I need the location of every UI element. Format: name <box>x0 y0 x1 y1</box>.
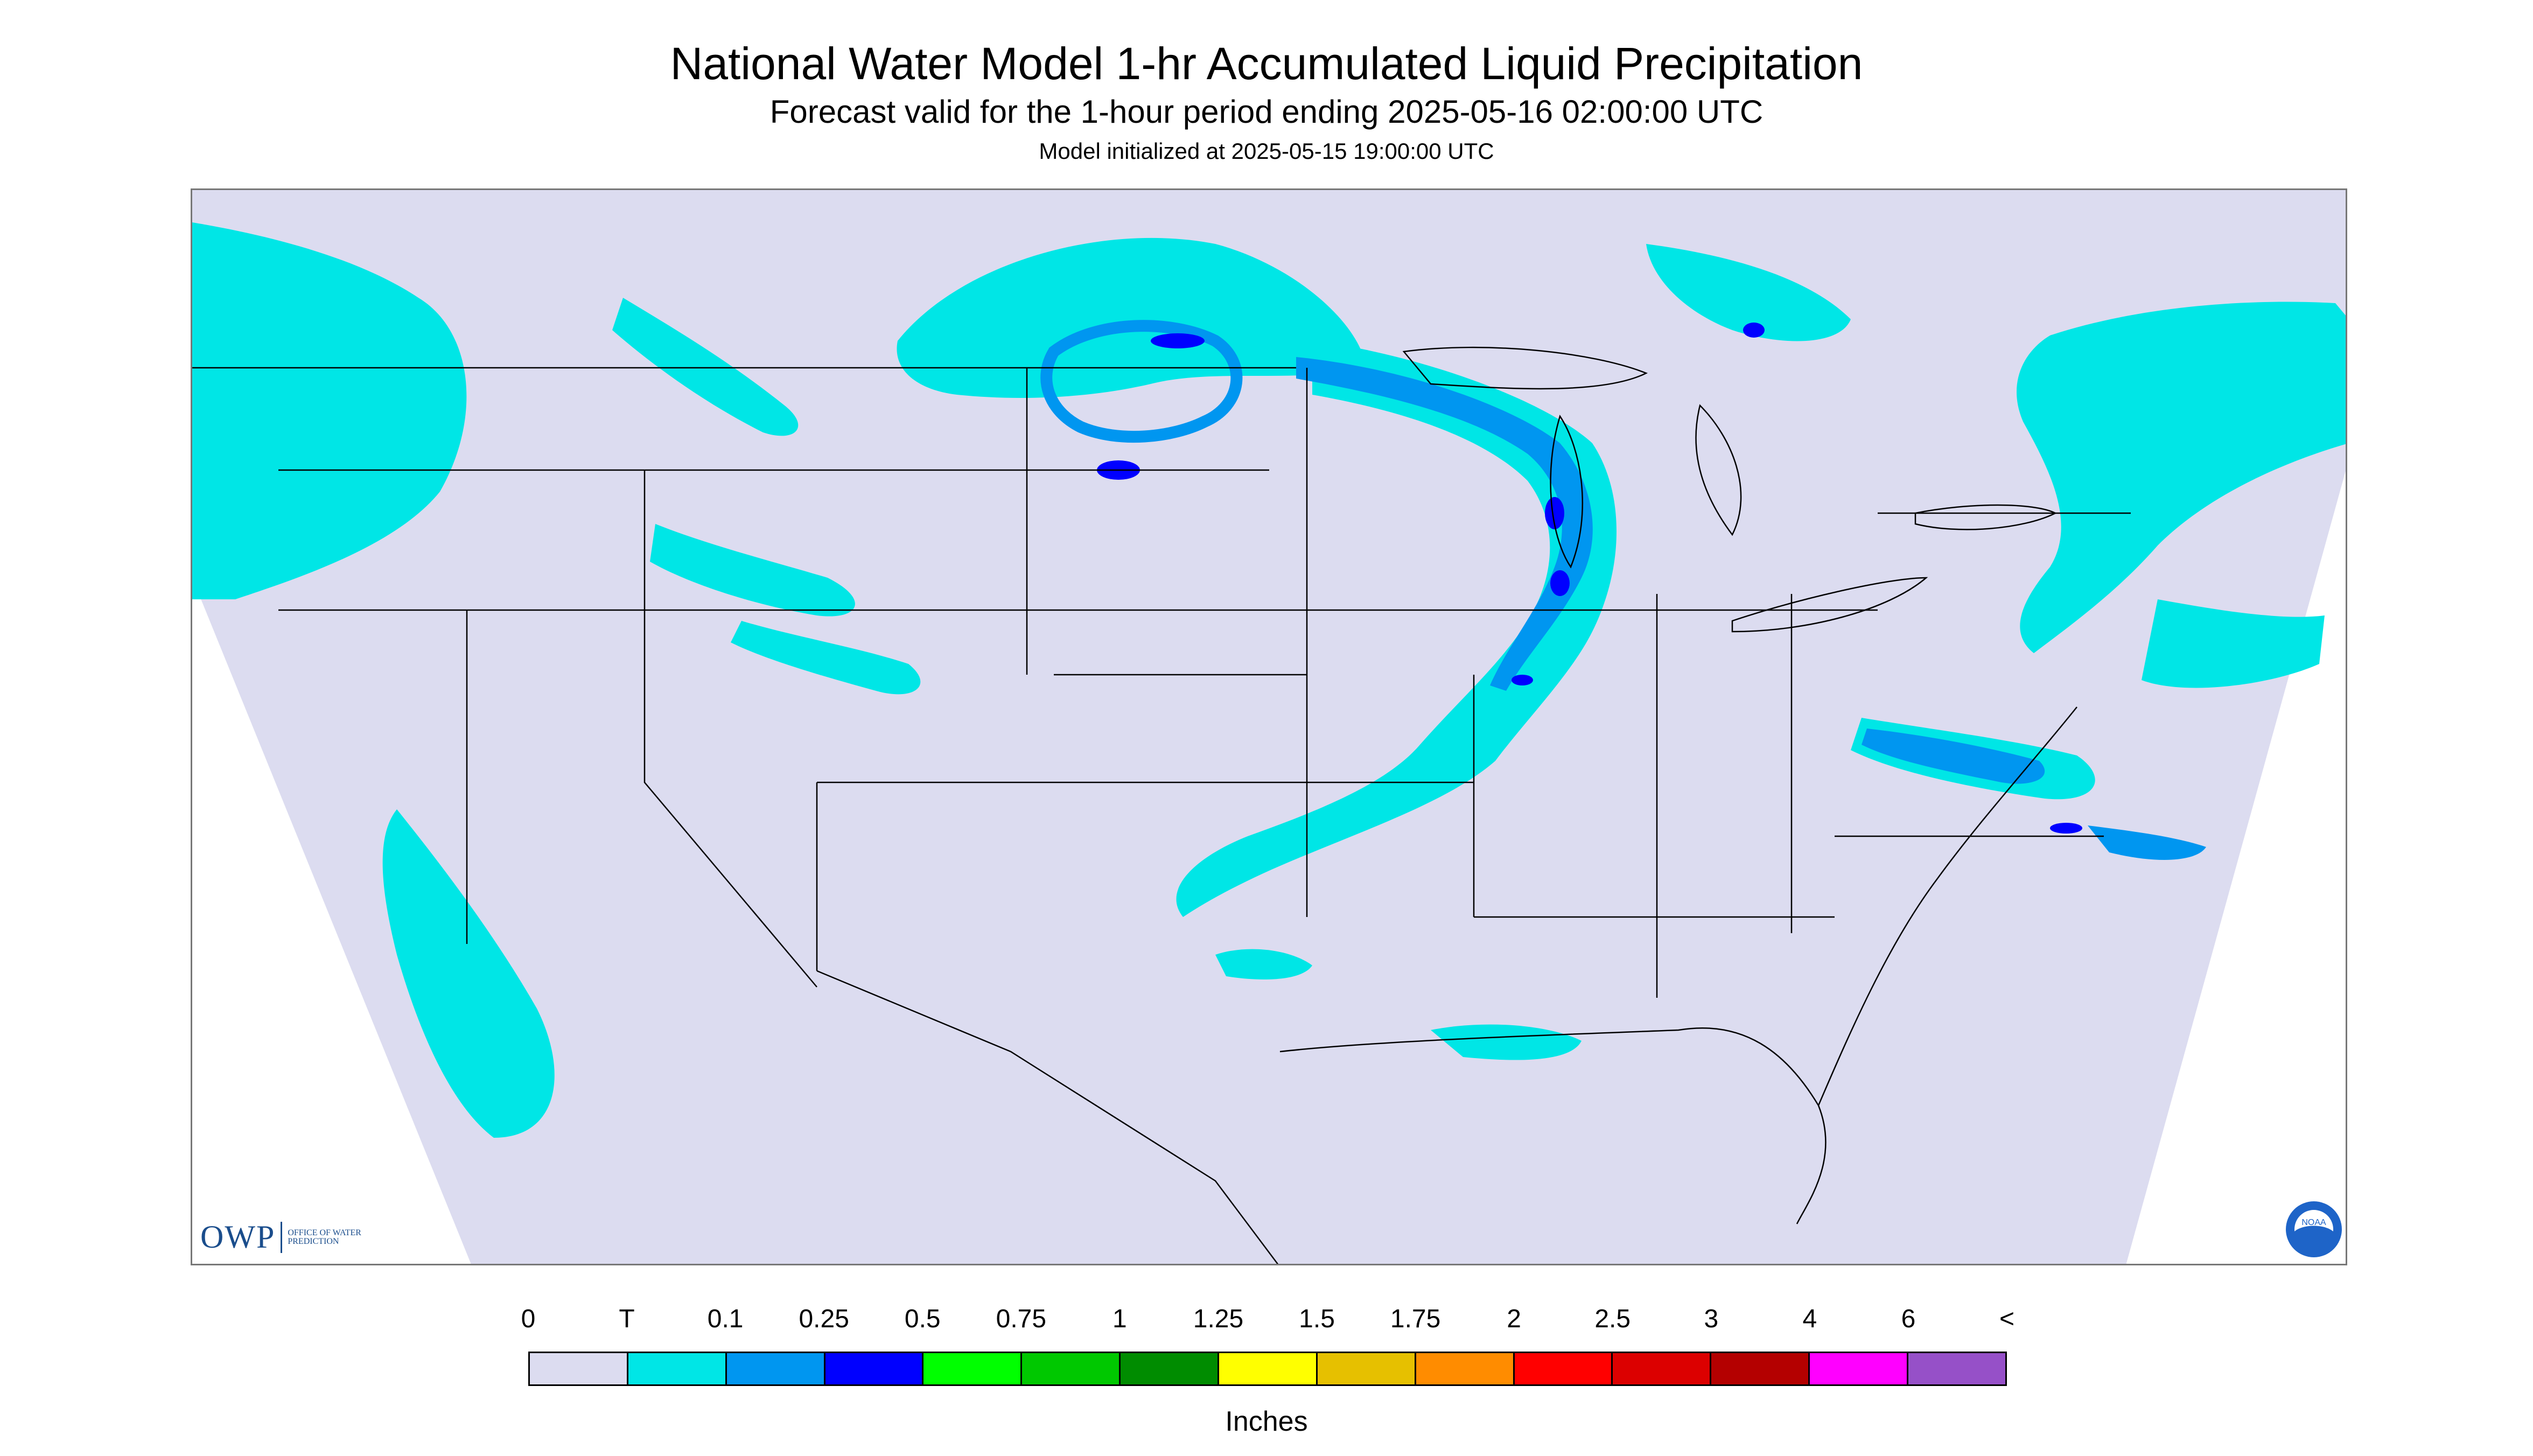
legend-tick-label: 0.1 <box>707 1305 744 1333</box>
owp-logo-text: OWP <box>200 1219 276 1255</box>
legend-tick-label: 6 <box>1901 1305 1916 1333</box>
legend-swatch <box>726 1353 825 1384</box>
forecast-valid-subtitle: Forecast valid for the 1-hour period end… <box>769 94 1764 130</box>
legend-swatch <box>1416 1353 1515 1384</box>
legend-tick-label: 2.5 <box>1594 1305 1631 1333</box>
legend-tick-label: 1.75 <box>1390 1305 1441 1333</box>
legend-swatch <box>1908 1353 2005 1384</box>
map-canvas: NOAA <box>192 190 2346 1264</box>
legend-swatch <box>530 1353 628 1384</box>
legend-swatch <box>1022 1353 1121 1384</box>
legend-swatch <box>1613 1353 1712 1384</box>
legend-tick-labels: 0 T 0.1 0.25 0.5 0.75 1 1.25 1.5 1.75 2 2.5 3 4 6 < <box>0 1303 2533 1335</box>
legend-tick-label: 0.5 <box>904 1305 941 1333</box>
legend-units-label: Inches <box>1225 1406 1308 1437</box>
legend-tick-label: 1.5 <box>1299 1305 1335 1333</box>
legend-tick-label: 1.25 <box>1193 1305 1244 1333</box>
precip-moderate-cores <box>1097 323 2082 834</box>
legend-swatch <box>1711 1353 1810 1384</box>
precip-light-areas <box>1040 320 2206 860</box>
legend-swatch <box>1219 1353 1318 1384</box>
noaa-logo-text: NOAA <box>2301 1218 2326 1227</box>
model-init-text: Model initialized at 2025-05-15 19:00:00… <box>1039 138 1494 164</box>
legend-tick-label: 3 <box>1704 1305 1719 1333</box>
political-boundaries <box>192 367 2131 1264</box>
noaa-logo: NOAA <box>2286 1201 2342 1257</box>
legend-tick-label: 1 <box>1112 1305 1127 1333</box>
legend-swatch <box>1121 1353 1220 1384</box>
great-lakes <box>1402 346 2057 633</box>
legend-swatch <box>825 1353 924 1384</box>
legend-swatch <box>1810 1353 1909 1384</box>
chart-title: National Water Model 1-hr Accumulated Li… <box>670 38 1863 89</box>
legend-tick-label: T <box>619 1305 635 1333</box>
legend-swatch <box>1317 1353 1416 1384</box>
model-domain <box>192 190 2346 1264</box>
legend-tick-label: 0.25 <box>799 1305 849 1333</box>
owp-logo-subtext: OFFICE OF WATER PREDICTION <box>288 1228 361 1246</box>
owp-logo-divider <box>281 1221 283 1253</box>
legend-swatch <box>1514 1353 1613 1384</box>
legend-tick-label: 4 <box>1802 1305 1817 1333</box>
legend-swatch <box>628 1353 727 1384</box>
precipitation-map[interactable]: NOAA OWP OFFICE OF WATER PREDICTION <box>191 188 2347 1265</box>
legend-tick-label: 2 <box>1507 1305 1522 1333</box>
legend-swatch <box>923 1353 1023 1384</box>
legend-tick-label: 0.75 <box>996 1305 1047 1333</box>
legend-tick-label: < <box>1999 1305 2015 1333</box>
legend-color-bar <box>528 1352 2007 1386</box>
legend-tick-label: 0 <box>521 1305 536 1333</box>
owp-logo: OWP OFFICE OF WATER PREDICTION <box>200 1219 368 1256</box>
